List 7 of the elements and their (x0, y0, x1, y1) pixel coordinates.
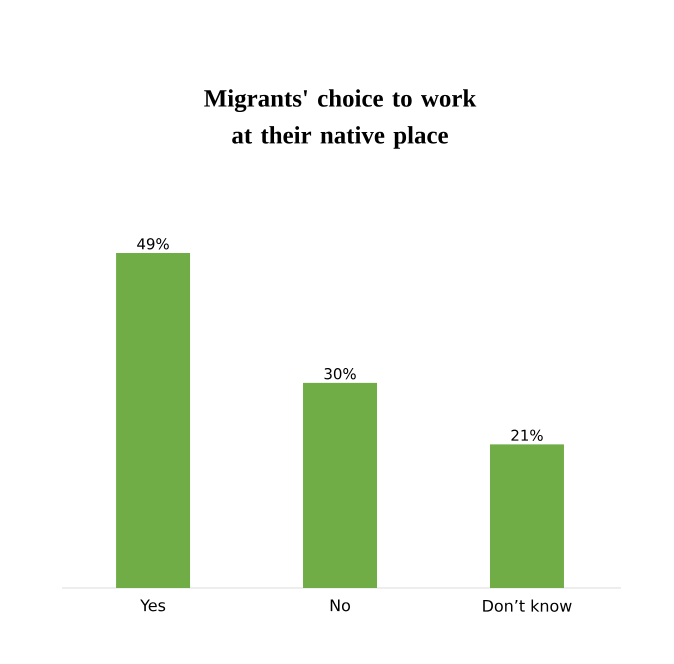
data-label: 21% (511, 430, 543, 441)
x-tick-label: Yes (140, 600, 166, 612)
data-label: 49% (137, 238, 169, 250)
x-tick-label: Don’t know (483, 600, 572, 612)
x-tick-label: No (330, 600, 350, 612)
chart-title: Migrants' choice to work at their native place (204, 89, 476, 149)
data-label: 30% (324, 368, 356, 380)
